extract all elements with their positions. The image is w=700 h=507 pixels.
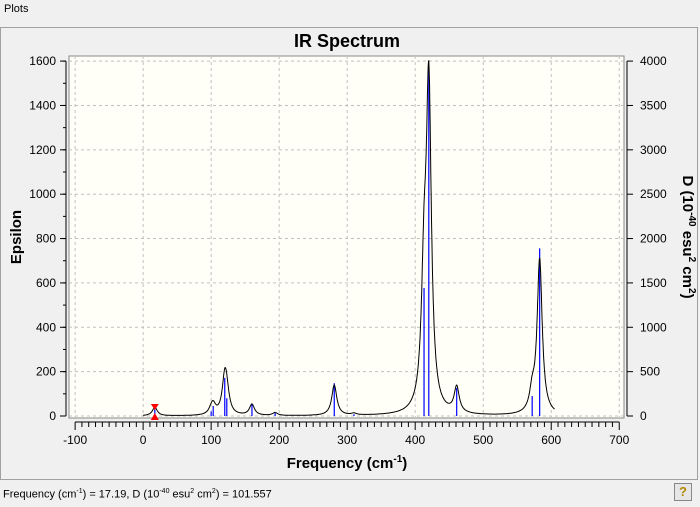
y-tick-label: 1200 bbox=[29, 143, 56, 157]
x-axis-label: Frequency (cm-1) bbox=[287, 454, 408, 472]
y-tick-label: 600 bbox=[36, 276, 56, 290]
x-tick-label: -100 bbox=[63, 433, 87, 447]
x-tick-label: 400 bbox=[405, 433, 425, 447]
marker-top-icon bbox=[150, 404, 159, 411]
status-text: ) = 17.19, D (10 bbox=[82, 488, 160, 501]
status-sup: 2 bbox=[190, 488, 195, 495]
status-text: cm bbox=[194, 488, 212, 501]
y2-axis-label: D (10-40 esu2 cm2) bbox=[679, 175, 697, 298]
y-tick-label: 400 bbox=[36, 320, 56, 334]
ir-spectrum-chart[interactable]: IR Spectrum -100 0 100 200 300 400 500 600 700 0 2… bbox=[0, 0, 700, 480]
y2-tick-label: 1500 bbox=[640, 276, 667, 290]
x-tick-label: 0 bbox=[140, 433, 147, 447]
y-axis-label: Epsilon bbox=[8, 210, 25, 264]
epsilon-curve bbox=[143, 59, 555, 416]
marker-bottom-icon bbox=[150, 413, 159, 421]
y2-tick-label: 500 bbox=[640, 365, 660, 379]
x-tick-label: 300 bbox=[337, 433, 357, 447]
status-text: ) = 101.557 bbox=[215, 488, 272, 501]
chart-title: IR Spectrum bbox=[294, 31, 400, 51]
x-tick-label: 600 bbox=[541, 433, 561, 447]
plot-area bbox=[68, 55, 625, 419]
help-button[interactable]: ? bbox=[674, 483, 692, 501]
status-text: esu bbox=[169, 488, 191, 501]
y-tick-label: 200 bbox=[36, 365, 56, 379]
y-tick-label: 0 bbox=[49, 409, 56, 423]
y2-tick-label: 3000 bbox=[640, 143, 667, 157]
x-tick-label: 200 bbox=[269, 433, 289, 447]
y2-tick-label: 2500 bbox=[640, 187, 667, 201]
status-sup: 2 bbox=[211, 488, 216, 495]
y-tick-label: 1400 bbox=[29, 98, 56, 112]
y-tick-label: 800 bbox=[36, 232, 56, 246]
y2-tick-label: 1000 bbox=[640, 320, 667, 334]
status-text: Frequency (cm bbox=[3, 488, 77, 501]
x-tick-label: 700 bbox=[609, 433, 629, 447]
status-sup: -40 bbox=[159, 488, 170, 495]
y2-tick-label: 2000 bbox=[640, 232, 667, 246]
y2-tick-label: 0 bbox=[640, 409, 647, 423]
x-tick-label: 100 bbox=[201, 433, 221, 447]
y2-tick-label: 4000 bbox=[640, 54, 667, 68]
window-title: Plots bbox=[4, 3, 29, 15]
status-sup: -1 bbox=[76, 488, 83, 495]
y-tick-label: 1000 bbox=[29, 187, 56, 201]
status-bar: Frequency (cm-1) = 17.19, D (10-40 esu2 … bbox=[0, 480, 700, 503]
y-tick-label: 1600 bbox=[29, 54, 56, 68]
x-tick-label: 500 bbox=[473, 433, 493, 447]
y2-tick-label: 3500 bbox=[640, 98, 667, 112]
